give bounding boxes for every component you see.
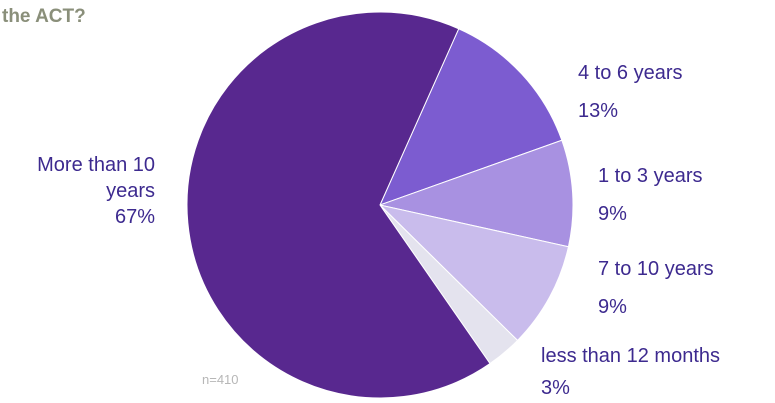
pie-slice-7-to-10-years [378,204,570,342]
label-1-to-3-pct: 9% [598,203,627,225]
sample-size-note: n=410 [202,372,239,387]
label-7-to-10-pct: 9% [598,296,627,318]
label-more-than-10-line2: years [106,180,155,202]
pie-slice-1-to-3-years [378,139,574,248]
label-less-than-12-text: less than 12 months [541,345,720,367]
label-7-to-10-text: 7 to 10 years [598,258,714,280]
label-less-than-12-months: less than 12 months 3% [541,343,720,401]
label-less-than-12-pct: 3% [541,377,570,399]
label-1-to-3-years: 1 to 3 years 9% [598,163,703,227]
pie-slice-more-than-10-years [186,11,491,399]
label-1-to-3-text: 1 to 3 years [598,165,703,187]
label-4-to-6-pct: 13% [578,100,619,122]
label-4-to-6-text: 4 to 6 years [578,62,683,84]
label-more-than-10-line1: More than 10 [37,154,155,176]
chart-title: the ACT? [2,6,86,27]
pie-slice-4-to-6-years [379,28,563,206]
label-more-than-10-pct: 67% [114,206,155,228]
label-more-than-10-years: More than 10 years 67% [10,152,155,230]
label-7-to-10-years: 7 to 10 years 9% [598,256,714,320]
label-4-to-6-years: 4 to 6 years 13% [578,60,683,124]
